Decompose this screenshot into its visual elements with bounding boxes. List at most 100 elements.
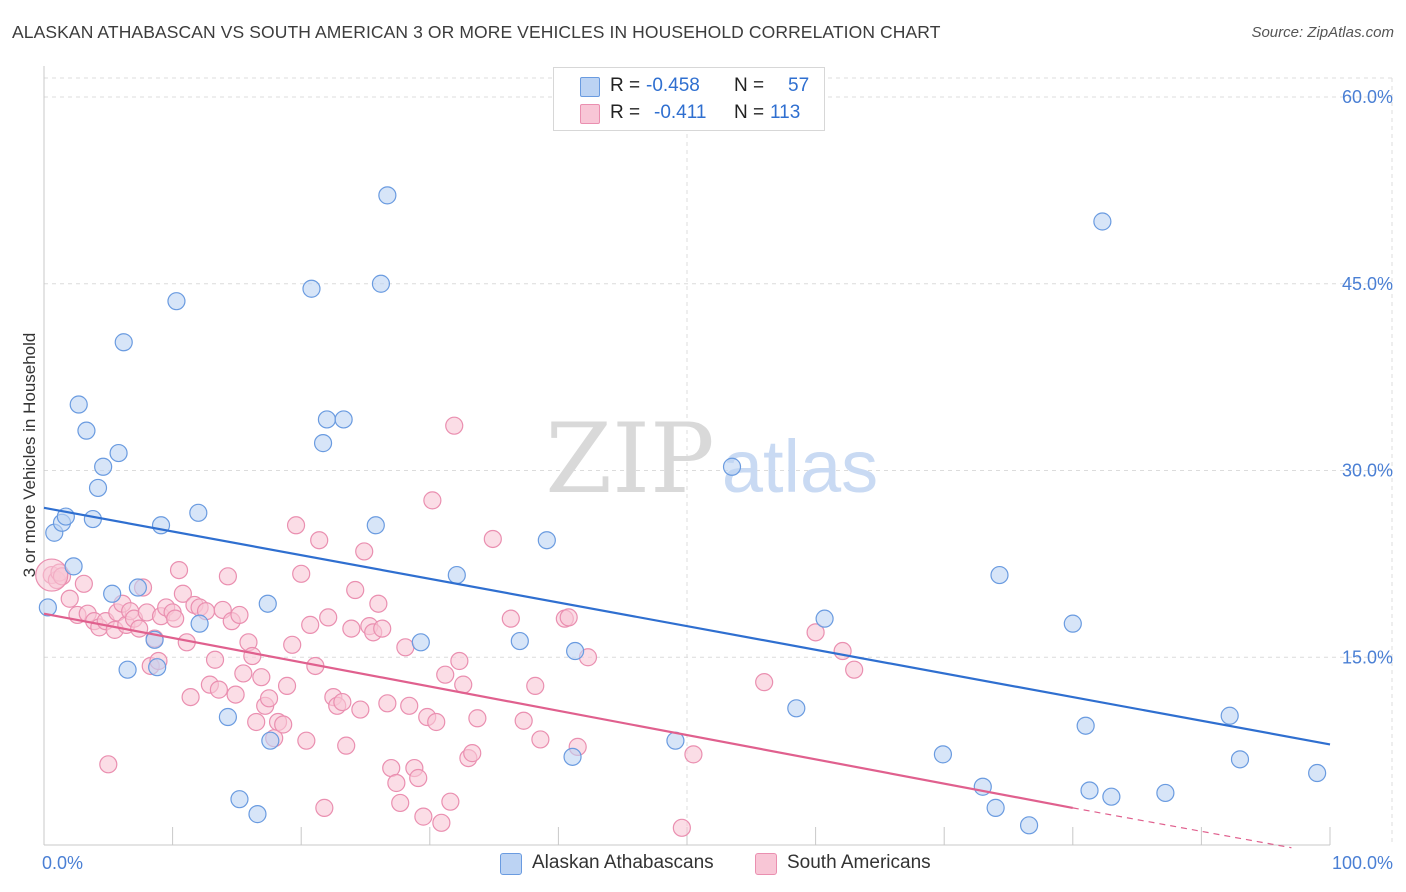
south-american-point [387,773,406,793]
x-tick-label: 0.0% [42,853,83,873]
athabascan-point [1093,212,1112,231]
south-american-point [845,660,864,679]
grid-layer [44,77,1393,845]
athabascan-point [128,578,147,597]
south-american-point [166,609,185,628]
south-american-point [373,619,392,638]
athabascan-point [986,798,1005,817]
south-american-point [396,638,415,657]
south-american-point [286,516,306,535]
athabascan-point [77,421,96,440]
athabascan-point [118,660,137,679]
south-american-point [315,798,334,817]
south-american-point [259,689,279,708]
south-american-point [35,558,69,592]
south-american-point [243,646,262,666]
south-american-points [35,416,864,837]
athabascan-point [510,631,529,651]
south-american-point [218,567,237,586]
south-american-point [301,615,320,634]
south-american-point [432,813,451,832]
athabascan-point [230,790,249,809]
athabascan-point [248,805,267,824]
south-american-point [501,609,520,628]
athabascan-point [1080,781,1099,800]
south-american-point [292,564,311,583]
south-american-point [181,687,200,707]
south-american-point [684,745,703,764]
athabascan-point [69,395,88,414]
south-american-point [414,807,433,826]
south-american-point [355,542,374,561]
athabascan-point [103,584,122,603]
south-american-point [450,651,469,671]
south-american-point [423,491,442,510]
south-american-point [234,664,253,683]
bottom-legend-swatch-blue [500,853,522,875]
watermark-atlas: atlas [722,425,878,508]
athabascan-point [38,598,57,617]
y-tick-label: 45.0% [1342,274,1393,294]
south-american-point [351,700,370,719]
chart-source: Source: ZipAtlas.com [1251,24,1394,41]
south-american-trend-extension [1072,807,1292,849]
athabascan-trend-line [43,506,1331,746]
south-american-point [277,676,297,695]
y-tick-label: 30.0% [1342,461,1393,481]
athabascan-point [1308,763,1327,783]
legend-swatch-blue [580,77,600,97]
south-american-point [247,712,266,732]
south-american-point [400,696,419,715]
athabascan-point [1156,783,1175,803]
athabascan-point [447,565,466,585]
south-american-point [672,818,691,837]
athabascan-point [313,434,333,453]
athabascan-point [88,478,108,498]
athabascan-point [218,707,237,727]
south-american-point [310,531,329,550]
south-american-trend-line [43,612,1074,809]
tick-labels: 15.0% 30.0% 45.0% 60.0% 0.0% 100.0% [42,87,1393,873]
athabascan-point [114,333,133,352]
south-american-point [252,668,271,687]
athabascan-point [167,292,186,311]
athabascan-point [190,614,209,633]
south-american-point [463,744,482,763]
south-american-point [169,560,189,580]
athabascan-point [722,457,742,476]
athabascan-point [411,633,430,652]
legend-n-value: 57 [788,75,810,96]
legend-n-value: 113 [770,102,801,123]
south-american-point [559,608,578,627]
south-american-point [226,685,245,704]
y-tick-label: 15.0% [1342,647,1393,667]
legend-n-label: N = [734,102,765,123]
athabascan-point [148,658,167,677]
axes-layer [43,66,1331,846]
legend-r-label: R = [610,75,641,96]
south-american-point [445,416,464,435]
athabascan-point [566,641,585,661]
athabascan-point [787,699,806,718]
athabascan-point [366,516,385,535]
south-american-point [209,680,228,699]
legend-r-label: R = [610,102,641,123]
south-american-point [297,731,316,750]
athabascan-point [563,747,582,766]
athabascan-point [189,503,208,522]
bottom-legend-swatch-pink [755,853,777,875]
athabascan-point [261,731,280,750]
south-american-point [205,650,225,669]
south-american-point [409,768,428,788]
south-american-point [369,594,388,613]
athabascan-point [302,279,321,298]
south-american-point [427,712,446,732]
south-american-point [60,589,79,608]
legend-r-value: -0.411 [654,102,707,123]
athabascan-point [317,410,337,429]
south-american-point [283,635,302,654]
south-american-point [441,792,460,811]
south-american-point [526,676,545,695]
south-american-point [483,529,502,549]
